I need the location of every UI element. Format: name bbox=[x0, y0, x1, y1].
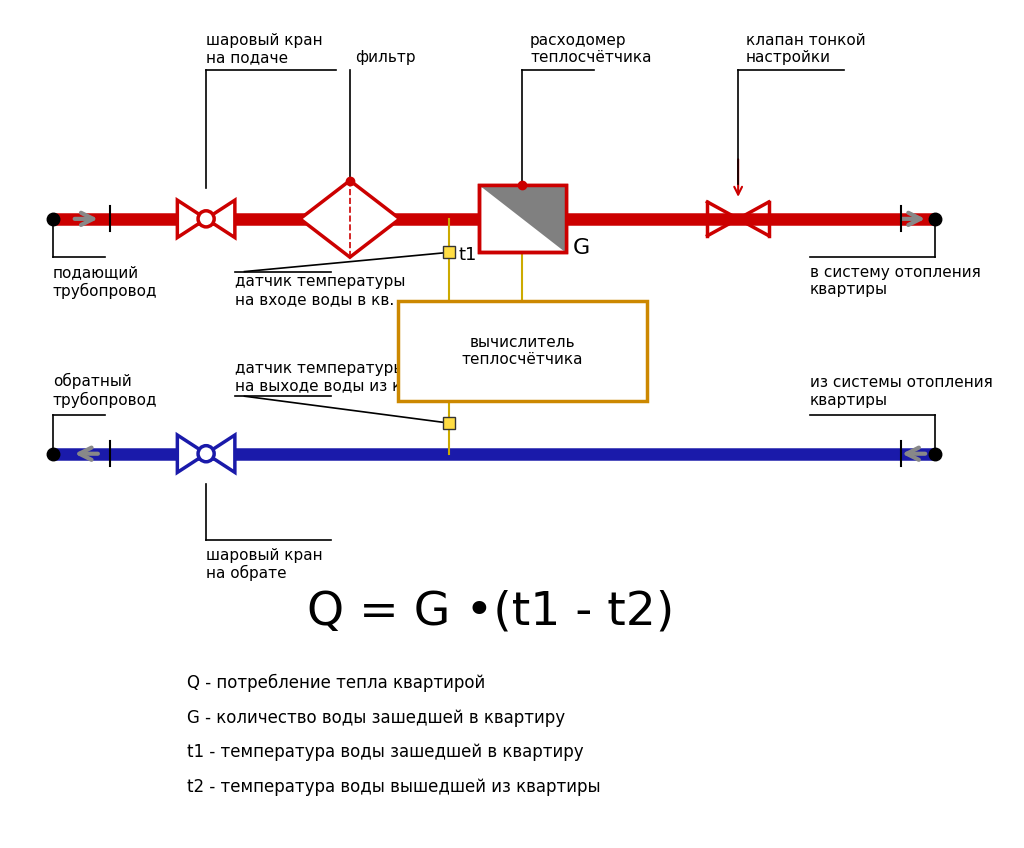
Text: подающий
трубопровод: подающий трубопровод bbox=[52, 265, 158, 298]
Text: фильтр: фильтр bbox=[354, 51, 416, 65]
Text: шаровый кран
на подаче: шаровый кран на подаче bbox=[206, 33, 323, 65]
Polygon shape bbox=[206, 200, 234, 237]
Polygon shape bbox=[206, 435, 234, 472]
Text: Q = G •(t1 - t2): Q = G •(t1 - t2) bbox=[307, 589, 675, 634]
Text: Q - потребление тепла квартирой: Q - потребление тепла квартирой bbox=[187, 674, 485, 693]
Bar bbox=[479, 186, 565, 253]
Text: вычислитель
теплосчётчика: вычислитель теплосчётчика bbox=[462, 335, 584, 367]
Text: из системы отопления
квартиры: из системы отопления квартиры bbox=[810, 376, 993, 408]
Polygon shape bbox=[479, 186, 565, 253]
Text: G - количество воды зашедшей в квартиру: G - количество воды зашедшей в квартиру bbox=[187, 709, 565, 727]
Circle shape bbox=[198, 211, 214, 227]
Text: расходомер
теплосчётчика: расходомер теплосчётчика bbox=[530, 33, 651, 65]
Text: в систему отопления
квартиры: в систему отопления квартиры bbox=[810, 265, 981, 298]
Text: обратный
трубопровод: обратный трубопровод bbox=[52, 373, 158, 408]
Text: датчик температуры
на выходе воды из кв.: датчик температуры на выходе воды из кв. bbox=[234, 361, 415, 393]
Bar bbox=[398, 301, 647, 401]
Polygon shape bbox=[177, 200, 206, 237]
Text: t2 - температура воды вышедшей из квартиры: t2 - температура воды вышедшей из кварти… bbox=[187, 778, 600, 795]
Text: t1: t1 bbox=[458, 246, 476, 264]
Text: G: G bbox=[572, 238, 590, 258]
Text: t1 - температура воды зашедшей в квартиру: t1 - температура воды зашедшей в квартир… bbox=[187, 743, 584, 762]
Polygon shape bbox=[300, 181, 399, 257]
Text: датчик температуры
на входе воды в кв.: датчик температуры на входе воды в кв. bbox=[234, 275, 406, 307]
Text: t2: t2 bbox=[458, 373, 477, 392]
Circle shape bbox=[198, 446, 214, 462]
Text: клапан тонкой
настройки: клапан тонкой настройки bbox=[745, 33, 865, 65]
Text: шаровый кран
на обрате: шаровый кран на обрате bbox=[206, 548, 323, 582]
Polygon shape bbox=[177, 435, 206, 472]
Bar bbox=[479, 186, 565, 253]
